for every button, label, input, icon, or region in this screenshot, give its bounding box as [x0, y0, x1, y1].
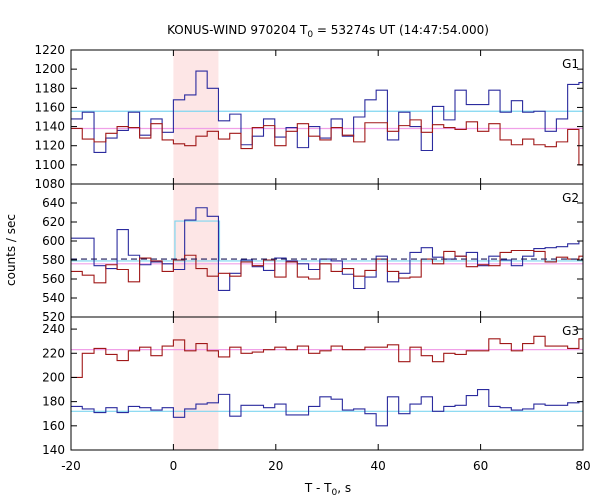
x-tick-label: 20: [268, 459, 283, 473]
series-2-line: [71, 119, 583, 166]
panel-frame: [70, 183, 584, 318]
y-tick-label: 520: [42, 310, 65, 324]
y-tick-label: 640: [42, 196, 65, 210]
chart-title-main: KONUS-WIND 970204 T: [167, 23, 308, 37]
y-tick-label: 600: [42, 234, 65, 248]
x-tick-label: 80: [575, 459, 590, 473]
chart-title-subscript: 0: [307, 30, 313, 40]
x-tick-label: 40: [371, 459, 386, 473]
y-tick-label: 140: [42, 443, 65, 457]
panel-frame: [70, 316, 584, 451]
series-2-line: [71, 335, 583, 379]
x-axis-label: T - T0, s: [304, 481, 351, 498]
y-tick-label: 1120: [34, 139, 65, 153]
series-1-line: [71, 388, 583, 427]
panel-label: G2: [562, 191, 579, 205]
y-tick-label: 1100: [34, 158, 65, 172]
y-tick-label: 540: [42, 291, 65, 305]
plot-area: 1080 1100 1120 1140 1160 1180 1200 1220 G1 520 540…: [34, 43, 590, 473]
y-tick-label: 240: [42, 322, 65, 336]
x-axis-label-main: T - T: [304, 481, 332, 495]
series-2-line: [71, 249, 583, 284]
y-tick-label: 1140: [34, 120, 65, 134]
chart-title-rest: = 53274s UT (14:47:54.000): [313, 23, 489, 37]
signal-level-box: [174, 220, 221, 261]
y-tick-label: 1080: [34, 177, 65, 191]
y-tick-label: 560: [42, 272, 65, 286]
chart-title: KONUS-WIND 970204 T0 = 53274s UT (14:47:…: [167, 23, 489, 40]
y-tick-label: 580: [42, 253, 65, 267]
panel-frame: [70, 49, 584, 185]
series-1-line: [71, 207, 583, 291]
y-tick-label: 180: [42, 395, 65, 409]
panel-g1: 1080 1100 1120 1140 1160 1180 1200 1220 G1: [34, 43, 584, 191]
x-tick-label: -20: [61, 459, 81, 473]
y-tick-label: 160: [42, 419, 65, 433]
y-tick-label: 1220: [34, 43, 65, 57]
x-axis-label-rest: , s: [337, 481, 351, 495]
source-interval-highlight: [173, 50, 219, 450]
x-tick-label: 60: [473, 459, 488, 473]
panel-label: G3: [562, 324, 579, 338]
panel-g3: 140 160 180 200 220 240 G3: [42, 316, 584, 457]
y-tick-label: 1180: [34, 81, 65, 95]
y-tick-label: 1160: [34, 100, 65, 114]
panel-label: G1: [562, 57, 579, 71]
y-tick-label: 620: [42, 215, 65, 229]
y-axis-label: counts / sec: [4, 214, 18, 286]
y-tick-label: 220: [42, 346, 65, 360]
x-axis-label-subscript: 0: [332, 488, 338, 498]
y-tick-label: 200: [42, 370, 65, 384]
panel-g2: 520 540 560 580 600 620 640 G2: [42, 183, 584, 324]
y-tick-label: 1200: [34, 62, 65, 76]
x-tick-label: 0: [170, 459, 178, 473]
